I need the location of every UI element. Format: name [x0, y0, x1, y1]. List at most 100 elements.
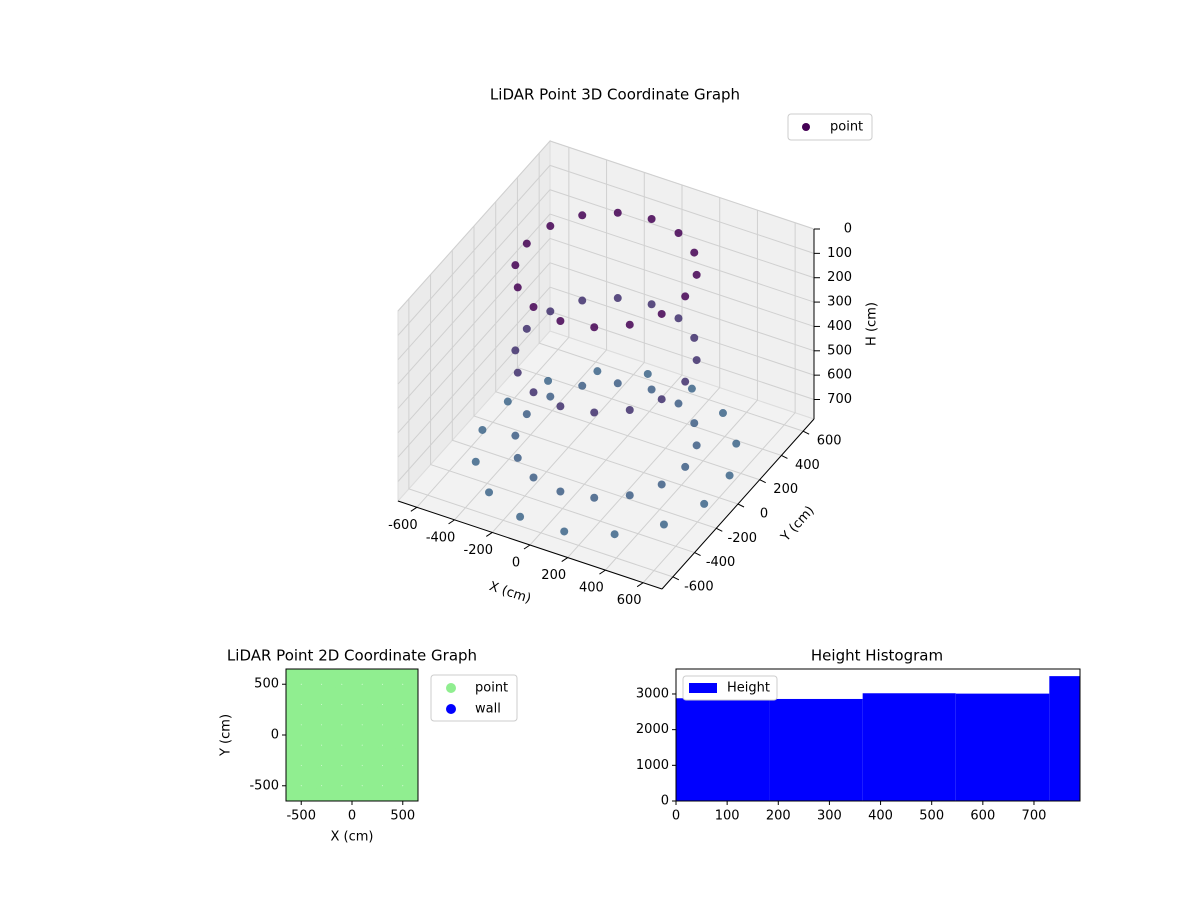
- grid-line: [397, 140, 815, 312]
- tick-mark: [636, 582, 644, 588]
- point: [590, 323, 599, 332]
- z-axis-label: H (cm): [865, 302, 880, 346]
- point: [544, 376, 553, 385]
- grid-line: [416, 147, 570, 508]
- point: [674, 399, 683, 408]
- point: [478, 425, 487, 434]
- z-tick-label: 0: [844, 222, 852, 237]
- point: [610, 530, 619, 539]
- point: [378, 680, 407, 709]
- tick-mark: [561, 557, 568, 562]
- plot-area: [286, 669, 418, 801]
- point: [687, 384, 696, 393]
- point: [613, 379, 622, 388]
- point: [690, 419, 699, 428]
- point: [522, 324, 531, 333]
- point: [647, 215, 656, 223]
- point: [378, 741, 407, 770]
- point: [338, 721, 366, 749]
- legend-box: [787, 113, 873, 141]
- point: [692, 441, 701, 450]
- point: [625, 405, 634, 414]
- y-tick-label: 0: [760, 507, 768, 522]
- grid-line: [491, 172, 645, 533]
- point: [725, 471, 734, 480]
- point: [560, 527, 569, 536]
- point: [338, 680, 366, 709]
- bar: [955, 693, 1050, 801]
- legend-box: [682, 675, 778, 701]
- point: [317, 721, 346, 749]
- point: [578, 211, 587, 220]
- point: [578, 296, 587, 305]
- point: [297, 700, 326, 729]
- y-axis-label: Y (cm): [778, 503, 818, 545]
- point: [674, 314, 683, 323]
- tick-mark: [448, 519, 455, 525]
- legend-marker: [802, 123, 810, 131]
- point: [681, 292, 690, 301]
- x-axis-label: X (cm): [331, 830, 374, 845]
- point: [297, 721, 326, 749]
- x-tick-label: 700: [1022, 809, 1047, 824]
- point: [503, 397, 512, 406]
- point: [317, 741, 346, 770]
- point: [529, 473, 538, 482]
- point: [338, 761, 366, 790]
- z-tick-label: 400: [827, 319, 852, 334]
- tick-mark: [410, 506, 418, 512]
- point: [647, 385, 656, 394]
- point: [692, 270, 701, 279]
- point: [681, 377, 690, 386]
- grid-line: [605, 210, 758, 571]
- x-tick-label: 0: [672, 809, 680, 824]
- y-tick-label: -500: [249, 778, 279, 793]
- point: [657, 480, 666, 489]
- grid-line: [538, 153, 804, 432]
- tick-mark: [672, 576, 680, 581]
- point: [556, 487, 565, 496]
- point: [659, 520, 668, 529]
- y-tick-label: 400: [795, 458, 820, 473]
- x-tick-label: 400: [579, 581, 604, 596]
- point: [297, 741, 326, 770]
- y-tick-label: -200: [728, 531, 758, 546]
- legend-label: wall: [475, 702, 501, 717]
- x-tick-label: 500: [919, 809, 944, 824]
- point: [511, 346, 520, 355]
- z-tick-label: 700: [827, 392, 852, 407]
- x-tick-label: 600: [970, 809, 995, 824]
- bar: [862, 693, 956, 801]
- z-tick-label: 500: [827, 343, 852, 358]
- point: [297, 680, 326, 709]
- tick-mark: [759, 479, 766, 484]
- z-tick-label: 200: [827, 270, 852, 285]
- point: [513, 368, 522, 377]
- z-tick-label: 100: [827, 246, 852, 261]
- tick-mark: [781, 454, 788, 459]
- x-tick-label: 100: [715, 809, 740, 824]
- x-tick-label: 500: [390, 809, 415, 824]
- y-tick-label: 0: [661, 794, 669, 809]
- point: [590, 493, 599, 502]
- y-tick-label: -400: [706, 555, 736, 570]
- y-axis: [661, 418, 815, 590]
- legend-marker: [446, 704, 456, 714]
- point: [511, 261, 520, 270]
- legend-label: Height: [727, 681, 770, 696]
- point: [657, 395, 666, 404]
- point: [529, 302, 538, 311]
- chart-title: LiDAR Point 3D Coordinate Graph: [490, 86, 740, 104]
- x-tick-label: -200: [464, 543, 494, 558]
- axes-frame: [675, 668, 1081, 802]
- bar: [769, 698, 863, 801]
- x-axis-label: X (cm): [487, 579, 533, 607]
- tick-mark: [486, 532, 493, 537]
- y-tick-label: 500: [254, 677, 279, 692]
- x-tick-label: 0: [348, 809, 356, 824]
- point: [358, 700, 387, 729]
- x-tick-label: 0: [512, 556, 520, 571]
- x-tick-label: 300: [817, 809, 842, 824]
- grid-line: [529, 185, 683, 546]
